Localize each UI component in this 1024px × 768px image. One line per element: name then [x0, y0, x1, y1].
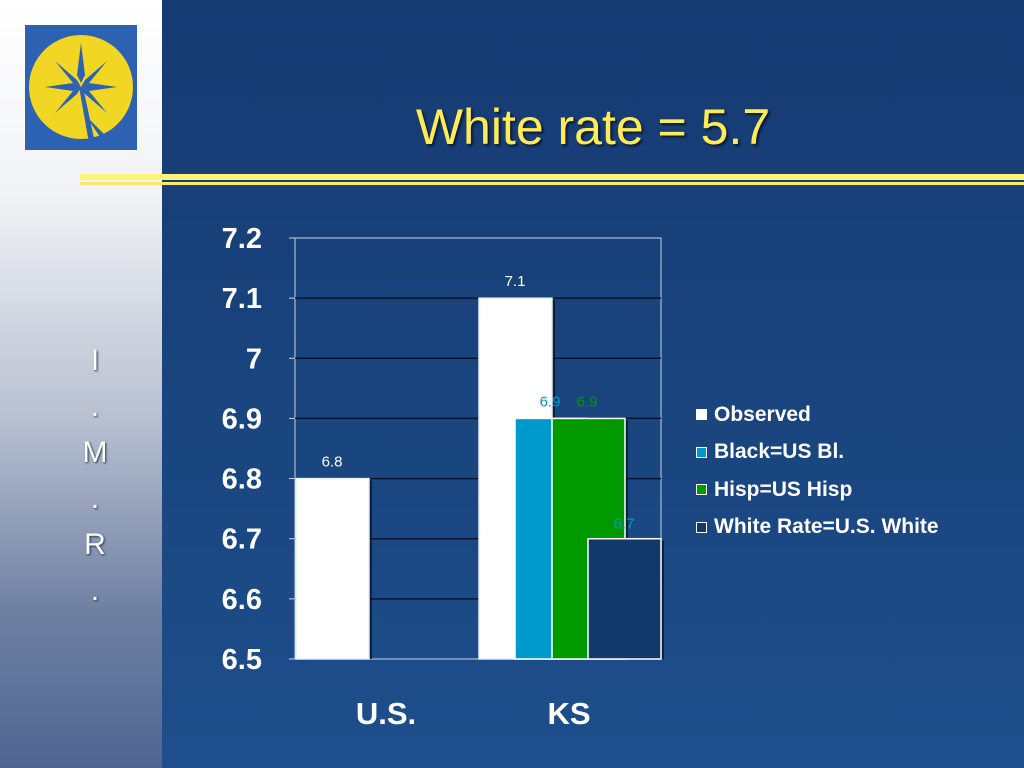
chart-legend: Observed Black=US Bl. Hisp=US Hisp White… [696, 396, 939, 546]
sidebar-panel: I . M . R . [0, 0, 162, 768]
sun-logo [25, 25, 137, 150]
vertical-label-char: . [90, 390, 100, 423]
legend-swatch-hisp [696, 484, 707, 496]
bar-observed [295, 477, 370, 660]
legend-label-white-rate: White Rate=U.S. White [714, 515, 939, 539]
data-label-hisp: 6.9 [577, 393, 598, 410]
y-tick-label: 6.8 [222, 464, 262, 496]
legend-item-hisp: Hisp=US Hisp [696, 471, 939, 509]
legend-item-white-rate: White Rate=U.S. White [696, 509, 939, 547]
legend-label-black: Black=US Bl. [714, 440, 845, 464]
legend-label-observed: Observed [714, 402, 811, 426]
vertical-label-char: R [84, 528, 106, 561]
data-label-black: 6.9 [540, 393, 561, 410]
vertical-label-char: . [90, 574, 100, 607]
y-tick-label: 7.2 [222, 223, 262, 255]
y-tick-label: 6.7 [222, 524, 262, 556]
legend-swatch-white-rate [696, 521, 707, 533]
y-tick-label: 6.6 [222, 584, 262, 616]
plot-area [294, 237, 662, 660]
vertical-label-char: . [90, 482, 100, 515]
y-tick-label: 7 [246, 343, 262, 375]
data-label-observed: 7.1 [505, 273, 526, 290]
x-category-label: KS [547, 696, 590, 731]
x-category-label: U.S. [356, 696, 416, 731]
data-label-observed: 6.8 [322, 454, 343, 471]
sun-logo-icon [25, 25, 137, 150]
vertical-label-char: I [90, 344, 100, 377]
y-tick-label: 6.9 [222, 403, 262, 435]
data-label-white-rate: 6.7 [614, 516, 635, 533]
y-tick-label: 6.5 [222, 644, 262, 676]
legend-label-hisp: Hisp=US Hisp [714, 477, 853, 501]
bar-white-rate [587, 537, 662, 660]
slide-title: White rate = 5.7 [415, 99, 771, 155]
vertical-label: I . M . R . [62, 338, 128, 614]
legend-item-black: Black=US Bl. [696, 434, 939, 472]
legend-swatch-black [696, 446, 707, 458]
y-tick-label: 7.1 [222, 283, 262, 315]
title-divider [80, 174, 1024, 180]
vertical-label-char: M [82, 436, 108, 469]
legend-item-observed: Observed [696, 396, 939, 434]
title-divider-thin [80, 182, 1024, 185]
legend-swatch-observed [696, 409, 707, 421]
